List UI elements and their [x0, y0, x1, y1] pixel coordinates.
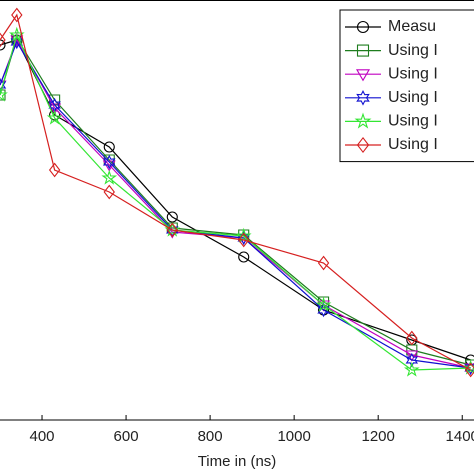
point — [406, 330, 418, 346]
legend-marker — [355, 69, 371, 82]
point — [0, 39, 6, 51]
legend-label: Using I — [388, 65, 438, 82]
x-tick-label: 600 — [114, 428, 139, 445]
x-tick-label: 1200 — [362, 428, 395, 445]
legend-marker — [356, 136, 370, 154]
point — [405, 350, 419, 362]
point — [103, 154, 116, 170]
x-tick-label: 800 — [198, 428, 223, 445]
point — [464, 360, 474, 376]
point — [164, 221, 181, 237]
legend-label: Using I — [388, 113, 438, 130]
point — [317, 302, 330, 318]
point — [48, 162, 61, 178]
point — [103, 184, 115, 200]
point — [103, 141, 115, 153]
point — [0, 32, 6, 48]
legend-box — [339, 9, 474, 163]
point — [462, 359, 474, 375]
legend-marker — [356, 21, 370, 33]
point — [166, 211, 178, 223]
x-tick-label: 1000 — [277, 428, 310, 445]
x-axis-label: Time in (ns) — [198, 453, 277, 470]
point — [315, 296, 332, 312]
point — [238, 251, 250, 263]
point — [11, 7, 23, 23]
point — [405, 352, 419, 368]
legend-label: Measu — [388, 18, 436, 35]
legend-label: Using I — [388, 89, 438, 106]
legend-label: Using I — [388, 42, 438, 59]
legend-marker — [356, 89, 370, 106]
x-tick-label: 1400 — [446, 428, 474, 445]
point — [46, 109, 63, 125]
point — [0, 86, 8, 102]
point — [101, 169, 118, 185]
point — [317, 255, 330, 271]
point — [403, 361, 420, 377]
point — [238, 232, 250, 248]
x-tick-label: 400 — [30, 428, 55, 445]
legend-label: Using I — [388, 136, 438, 153]
point — [235, 227, 252, 243]
legend-marker — [354, 112, 372, 129]
point — [10, 34, 24, 50]
series-line — [0, 13, 471, 371]
point — [166, 222, 178, 238]
point — [0, 77, 7, 93]
legend-marker — [356, 44, 370, 57]
